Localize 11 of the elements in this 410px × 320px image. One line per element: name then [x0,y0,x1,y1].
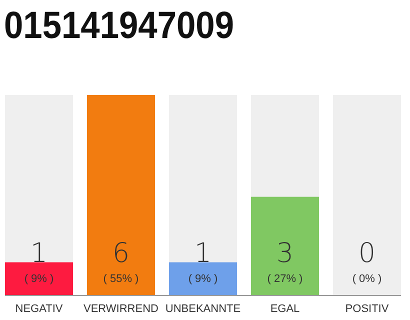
data-label: 6 ( 55% ) [103,238,139,285]
data-label: 1 ( 9% ) [188,238,218,285]
chart-title: 015141947009 [4,5,258,47]
data-label: 3 ( 27% ) [267,238,303,285]
x-tick-label: EGAL [270,303,300,315]
x-tick-label: UNBEKANNTE [165,303,241,315]
data-label: 0 ( 0% ) [352,238,382,285]
data-label: 1 ( 9% ) [24,238,54,285]
x-tick-label: POSITIV [345,303,390,315]
x-tick-label: NEGATIV [15,303,64,315]
x-tick-label: VERWIRREND [84,303,159,315]
